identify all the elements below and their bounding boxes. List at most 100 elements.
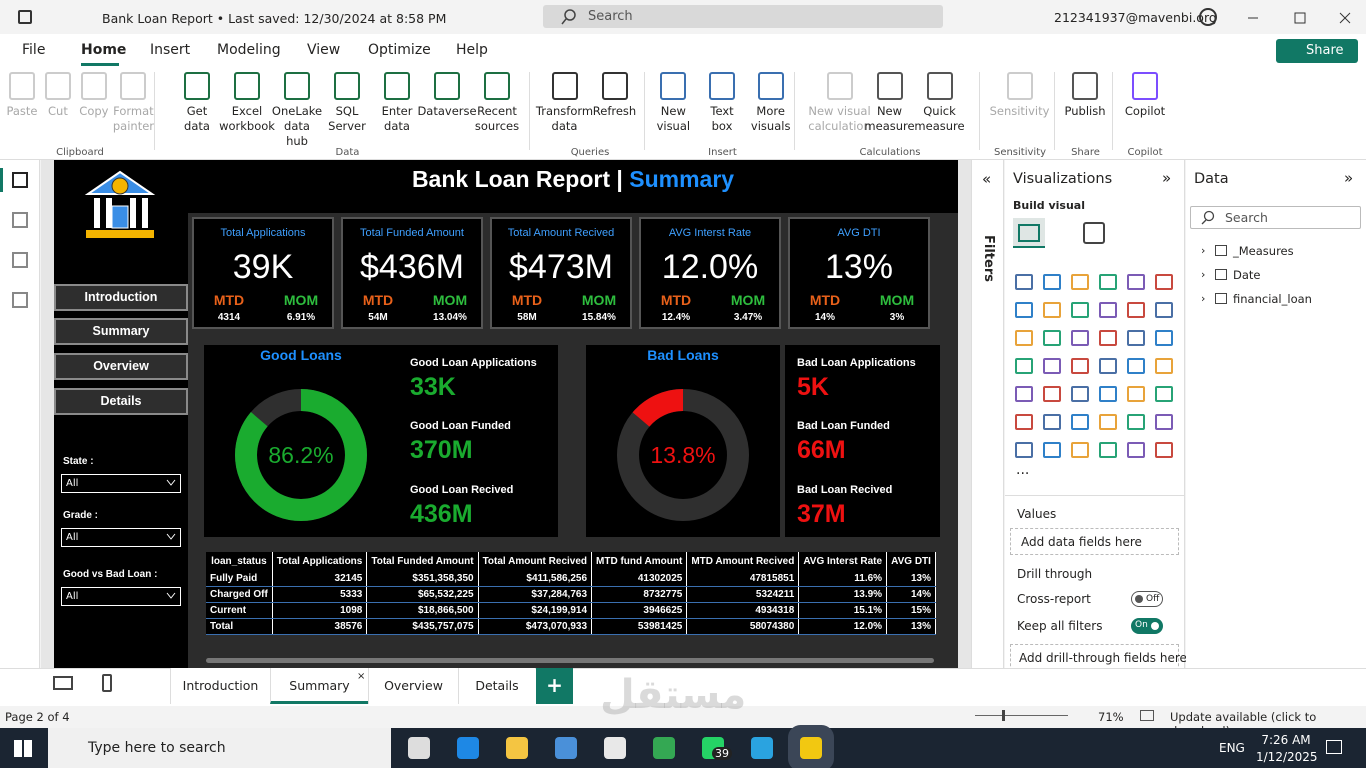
collapse-button[interactable]: « xyxy=(982,170,992,188)
language[interactable]: ENG xyxy=(1219,741,1245,755)
ribbon-button[interactable]: Recent sources xyxy=(473,72,521,134)
visual-type[interactable] xyxy=(1155,302,1173,318)
ribbon-button[interactable]: Publish xyxy=(1061,72,1109,119)
filters-title[interactable]: Filters xyxy=(981,235,996,282)
visual-type[interactable] xyxy=(1043,274,1061,290)
clock-date[interactable]: 1/12/2025 xyxy=(1256,750,1318,764)
menu-tab[interactable]: Home xyxy=(81,42,127,58)
visual-type[interactable] xyxy=(1127,442,1145,458)
zoom-level[interactable]: 71% xyxy=(1098,710,1124,724)
ribbon-button[interactable]: New visual calculation xyxy=(808,72,871,134)
column-header[interactable]: loan_status xyxy=(206,552,273,571)
taskbar-app[interactable] xyxy=(800,737,822,759)
ribbon-button[interactable]: OneLake data hub xyxy=(272,72,322,149)
search-placeholder[interactable]: Search xyxy=(588,9,633,24)
view-switch[interactable] xyxy=(12,212,28,228)
visual-type[interactable] xyxy=(1043,330,1061,346)
ribbon-button[interactable]: Text box xyxy=(699,72,746,134)
zoom-slider[interactable] xyxy=(975,715,1068,716)
visual-type[interactable] xyxy=(1127,302,1145,318)
data-table[interactable]: Date xyxy=(1233,268,1261,282)
visual-type[interactable] xyxy=(1015,330,1033,346)
slicer-dropdown[interactable]: All xyxy=(61,474,181,493)
visual-type[interactable] xyxy=(1155,414,1173,430)
more-visuals[interactable]: ··· xyxy=(1016,466,1030,482)
ribbon-button[interactable]: SQL Server xyxy=(323,72,371,134)
menu-tab[interactable]: Help xyxy=(456,42,488,58)
visual-type[interactable] xyxy=(1127,330,1145,346)
visual-type[interactable] xyxy=(1043,358,1061,374)
visual-type[interactable] xyxy=(1127,274,1145,290)
toggle-off[interactable]: Off xyxy=(1131,591,1163,607)
ribbon-button[interactable]: Excel workbook xyxy=(219,72,275,134)
taskbar-app[interactable] xyxy=(408,737,430,759)
zoom-thumb[interactable] xyxy=(1002,710,1005,721)
visual-type[interactable] xyxy=(1099,330,1117,346)
menu-tab[interactable]: View xyxy=(307,42,341,58)
user-account[interactable]: 212341937@mavenbi.org xyxy=(1054,10,1217,25)
column-header[interactable]: Total Amount Recived xyxy=(478,552,593,571)
build-icon[interactable] xyxy=(1018,224,1040,242)
clock-time[interactable]: 7:26 AM xyxy=(1261,733,1311,747)
add-page[interactable]: + xyxy=(536,668,573,704)
page-tab[interactable]: Details xyxy=(458,668,535,704)
ribbon-button[interactable]: Paste xyxy=(5,72,39,119)
ribbon-button[interactable]: Cut xyxy=(41,72,75,119)
ribbon-button[interactable]: Transform data xyxy=(536,72,593,134)
column-header[interactable]: Total Funded Amount xyxy=(366,552,479,571)
menu-tab[interactable]: Optimize xyxy=(368,42,431,58)
visual-type[interactable] xyxy=(1015,274,1033,290)
taskbar-app[interactable] xyxy=(604,737,626,759)
data-search[interactable]: Search xyxy=(1190,206,1361,229)
visual-type[interactable] xyxy=(1155,358,1173,374)
ribbon-button[interactable]: New visual xyxy=(650,72,697,134)
visual-type[interactable] xyxy=(1155,274,1173,290)
visual-type[interactable] xyxy=(1099,414,1117,430)
slicer-dropdown[interactable]: All xyxy=(61,587,181,606)
taskbar-app[interactable] xyxy=(555,737,577,759)
expand-arrow[interactable]: › xyxy=(1201,244,1206,257)
ribbon-button[interactable]: Get data xyxy=(173,72,221,134)
ribbon-button[interactable]: Copy xyxy=(77,72,111,119)
taskbar-app[interactable] xyxy=(457,737,479,759)
ribbon-button[interactable]: Quick measure xyxy=(914,72,965,134)
menu-tab[interactable]: Insert xyxy=(150,42,191,58)
visual-type[interactable] xyxy=(1155,442,1173,458)
visual-type[interactable] xyxy=(1043,414,1061,430)
drill-well[interactable]: Add drill-through fields here xyxy=(1010,644,1187,671)
visual-type[interactable] xyxy=(1155,330,1173,346)
close-tab[interactable]: × xyxy=(357,671,366,682)
fit-page[interactable] xyxy=(1140,710,1154,721)
menu-tab[interactable]: File xyxy=(22,42,46,58)
visual-type[interactable] xyxy=(1015,386,1033,402)
expand-button[interactable]: » xyxy=(1162,169,1172,187)
taskbar-app[interactable] xyxy=(751,737,773,759)
data-table[interactable]: _Measures xyxy=(1233,244,1294,258)
ribbon-button[interactable]: Enter data xyxy=(373,72,421,134)
slicer-dropdown[interactable]: All xyxy=(61,528,181,547)
visual-type[interactable] xyxy=(1071,330,1089,346)
format-tab[interactable] xyxy=(1083,222,1105,244)
ribbon-button[interactable]: New measure xyxy=(864,72,915,134)
scrollbar[interactable] xyxy=(206,658,934,663)
column-header[interactable]: AVG Interst Rate xyxy=(798,552,888,571)
visual-type[interactable] xyxy=(1015,414,1033,430)
expand-arrow[interactable]: › xyxy=(1201,292,1206,305)
visual-type[interactable] xyxy=(1071,274,1089,290)
visual-type[interactable] xyxy=(1015,358,1033,374)
visual-type[interactable] xyxy=(1043,302,1061,318)
column-header[interactable]: MTD Amount Recived xyxy=(686,552,800,571)
ribbon-button[interactable]: Sensitivity xyxy=(990,72,1049,119)
column-header[interactable]: MTD fund Amount xyxy=(591,552,688,571)
visual-type[interactable] xyxy=(1071,358,1089,374)
taskbar-app[interactable] xyxy=(653,737,675,759)
visual-type[interactable] xyxy=(1015,302,1033,318)
ribbon-button[interactable]: Format painter xyxy=(113,72,154,134)
view-switch[interactable] xyxy=(12,172,28,188)
data-table[interactable]: financial_loan xyxy=(1233,292,1312,306)
nav-button[interactable]: Overview xyxy=(54,353,188,380)
field-well[interactable]: Add data fields here xyxy=(1010,528,1179,555)
visual-type[interactable] xyxy=(1099,442,1117,458)
nav-button[interactable]: Introduction xyxy=(54,284,188,311)
share-button[interactable]: Share xyxy=(1276,39,1358,63)
